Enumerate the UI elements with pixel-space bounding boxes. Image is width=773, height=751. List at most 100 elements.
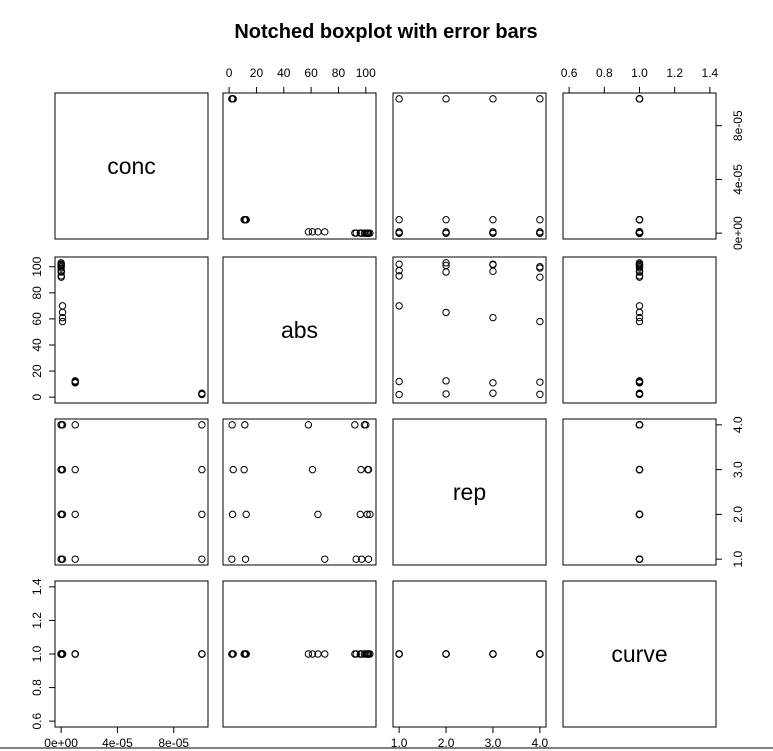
data-point bbox=[314, 510, 322, 519]
data-point bbox=[635, 302, 644, 310]
data-point bbox=[57, 465, 65, 474]
panel-conc-vs-abs bbox=[222, 92, 377, 240]
tick-label: 1.2 bbox=[666, 66, 683, 80]
variable-label-conc: conc bbox=[107, 153, 156, 179]
data-point bbox=[58, 302, 67, 310]
data-point bbox=[364, 229, 372, 237]
data-point bbox=[536, 650, 544, 658]
data-point bbox=[489, 261, 497, 269]
data-point bbox=[321, 555, 329, 563]
variable-label-rep: rep bbox=[453, 479, 486, 505]
data-point bbox=[304, 228, 313, 236]
data-point bbox=[366, 229, 374, 237]
panel-frame bbox=[392, 418, 547, 566]
tick-label: 2.0 bbox=[438, 736, 455, 750]
data-point bbox=[635, 229, 644, 237]
data-point bbox=[395, 216, 403, 224]
panel-rep-vs-conc bbox=[54, 418, 209, 566]
tick-label: 100 bbox=[30, 256, 44, 276]
tick-label: 0.8 bbox=[596, 66, 613, 80]
data-point bbox=[241, 216, 249, 224]
top-axis-curve: 0.6 0.8 1.0 1.2 1.4 bbox=[561, 66, 719, 94]
tick-label: 3.0 bbox=[731, 461, 745, 478]
data-point bbox=[242, 510, 250, 519]
data-point bbox=[308, 650, 317, 658]
data-point bbox=[489, 379, 497, 387]
panel-frame bbox=[54, 418, 209, 566]
data-point bbox=[536, 229, 544, 237]
data-point bbox=[442, 216, 450, 224]
data-point bbox=[635, 95, 644, 103]
panel-frame bbox=[392, 92, 547, 240]
data-point bbox=[241, 650, 249, 658]
data-point bbox=[58, 308, 67, 317]
tick-label: 0 bbox=[226, 66, 233, 80]
top-axis-abs: 0 20 40 60 80 100 bbox=[226, 66, 376, 94]
data-point bbox=[442, 650, 450, 658]
data-point bbox=[536, 263, 544, 271]
data-point bbox=[489, 229, 497, 237]
tick-label: 4e-05 bbox=[731, 164, 745, 195]
data-point bbox=[57, 263, 65, 271]
data-point bbox=[71, 378, 79, 386]
data-point bbox=[635, 421, 644, 429]
data-point bbox=[395, 229, 403, 237]
panel-abs-vs-conc bbox=[54, 256, 209, 404]
data-point bbox=[58, 313, 67, 322]
data-point bbox=[536, 378, 544, 386]
data-point bbox=[364, 650, 372, 658]
data-point bbox=[198, 390, 206, 398]
data-point bbox=[395, 650, 403, 658]
tick-label: 1.4 bbox=[702, 66, 719, 80]
data-point bbox=[395, 272, 403, 280]
bottom-axis-conc: 0e+00 4e-05 8e-05 bbox=[44, 726, 189, 750]
panel-frame bbox=[222, 580, 377, 728]
data-point bbox=[536, 273, 544, 281]
data-point bbox=[442, 95, 450, 103]
tick-label: 100 bbox=[356, 66, 376, 80]
data-point bbox=[635, 510, 644, 519]
data-point bbox=[635, 555, 644, 563]
data-point bbox=[58, 317, 67, 326]
tick-label: 1.4 bbox=[30, 578, 44, 595]
data-point bbox=[635, 465, 644, 474]
right-axis-conc: 0e+00 4e-05 8e-05 bbox=[715, 110, 745, 250]
data-point bbox=[489, 389, 497, 397]
panel-abs-vs-rep bbox=[392, 256, 547, 404]
data-point bbox=[489, 313, 497, 322]
data-point bbox=[314, 650, 322, 658]
data-point bbox=[356, 510, 365, 519]
data-point bbox=[395, 302, 403, 310]
tick-label: 80 bbox=[332, 66, 346, 80]
data-point bbox=[241, 555, 250, 563]
data-point bbox=[442, 390, 450, 398]
data-point bbox=[536, 95, 544, 103]
tick-label: 1.0 bbox=[391, 736, 408, 750]
tick-label: 60 bbox=[30, 312, 44, 326]
data-point bbox=[321, 650, 329, 658]
data-point bbox=[395, 95, 403, 103]
tick-label: 0.6 bbox=[30, 712, 44, 729]
panel-frame bbox=[392, 256, 547, 404]
data-point bbox=[71, 555, 79, 563]
tick-label: 80 bbox=[30, 286, 44, 300]
data-point bbox=[635, 216, 644, 224]
tick-label: 0e+00 bbox=[44, 736, 78, 750]
panel-frame bbox=[54, 92, 209, 240]
data-point bbox=[352, 555, 360, 563]
panel-conc-vs-conc: conc bbox=[54, 92, 209, 240]
data-point bbox=[228, 555, 236, 563]
data-point bbox=[362, 650, 370, 658]
data-point bbox=[635, 308, 644, 317]
data-point bbox=[308, 465, 317, 474]
data-point bbox=[442, 229, 450, 237]
data-point bbox=[198, 650, 206, 658]
data-point bbox=[364, 555, 373, 563]
data-point bbox=[395, 260, 403, 268]
data-point bbox=[362, 229, 370, 237]
tick-label: 0.6 bbox=[561, 66, 578, 80]
data-point bbox=[489, 267, 497, 276]
data-point bbox=[198, 510, 206, 519]
data-point bbox=[362, 421, 370, 429]
data-point bbox=[241, 421, 249, 429]
